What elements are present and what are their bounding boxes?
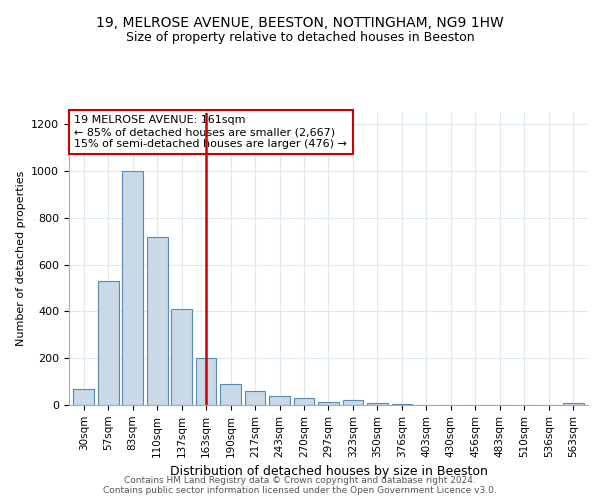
Bar <box>245 392 265 405</box>
Text: 19, MELROSE AVENUE, BEESTON, NOTTINGHAM, NG9 1HW: 19, MELROSE AVENUE, BEESTON, NOTTINGHAM,… <box>96 16 504 30</box>
Y-axis label: Number of detached properties: Number of detached properties <box>16 171 26 346</box>
Bar <box>98 281 119 405</box>
Bar <box>269 396 290 405</box>
Text: Contains HM Land Registry data © Crown copyright and database right 2024.
Contai: Contains HM Land Registry data © Crown c… <box>103 476 497 495</box>
Bar <box>293 398 314 405</box>
Text: 19 MELROSE AVENUE: 161sqm
← 85% of detached houses are smaller (2,667)
15% of se: 19 MELROSE AVENUE: 161sqm ← 85% of detac… <box>74 116 347 148</box>
Bar <box>367 402 388 405</box>
Bar <box>171 309 192 405</box>
Bar <box>343 400 364 405</box>
Bar <box>563 403 584 405</box>
Bar <box>392 404 412 405</box>
Bar <box>318 402 339 405</box>
Bar <box>73 388 94 405</box>
Text: Size of property relative to detached houses in Beeston: Size of property relative to detached ho… <box>125 31 475 44</box>
Bar <box>220 384 241 405</box>
Bar <box>196 358 217 405</box>
X-axis label: Distribution of detached houses by size in Beeston: Distribution of detached houses by size … <box>170 465 487 478</box>
Bar <box>122 171 143 405</box>
Bar <box>147 236 167 405</box>
